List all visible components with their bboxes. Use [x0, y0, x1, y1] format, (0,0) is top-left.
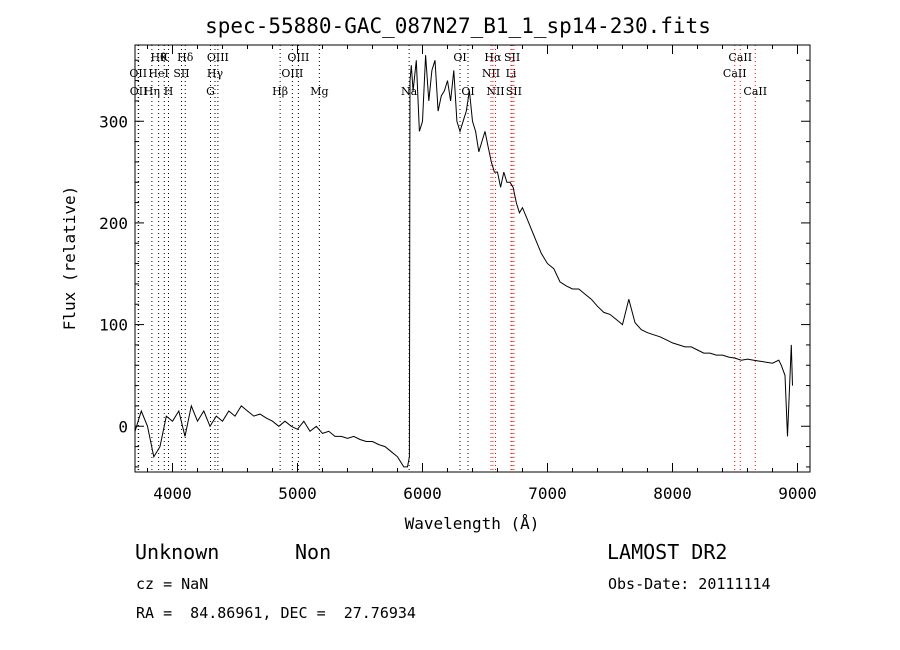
line-label-row1-2: Hδ [177, 51, 194, 64]
axis-ticks: 4000 5000 6000 7000 8000 9000 0 100 200 300 [99, 45, 817, 503]
object-subclass: Non [295, 540, 332, 564]
line-label-row1-7: SII [504, 51, 520, 64]
survey-name: LAMOST DR2 [607, 540, 728, 564]
y-tick-label-300: 300 [99, 112, 128, 131]
x-axis-label: Wavelength (Å) [405, 514, 540, 533]
y-tick-label-0: 0 [118, 417, 128, 436]
line-label-row1-6: Hα [484, 51, 502, 64]
line-label-row3-7: OI [461, 85, 474, 98]
plot-frame [134, 44, 811, 473]
redshift-text: cz = NaN [136, 575, 209, 593]
chart-title: spec-55880-GAC_087N27_B1_1_sp14-230.fits [205, 14, 711, 38]
line-label-row3-5: Mg [310, 85, 328, 98]
line-label-row3-6: Na [401, 85, 418, 98]
x-tick-label-7000: 7000 [528, 484, 567, 503]
x-tick-label-8000: 8000 [653, 484, 692, 503]
line-label-row2-1: HeI [148, 67, 168, 80]
line-label-row3-1: Hη [144, 85, 160, 98]
line-label-row1-4: OIII [287, 51, 309, 64]
line-label-row2-7: CaII [723, 67, 747, 80]
line-label-row2-2: SII [173, 67, 189, 80]
line-label-row2-0: OII [129, 67, 147, 80]
spectrum-line [134, 55, 793, 468]
line-label-row3-0: OII [130, 85, 148, 98]
line-label-row3-10: CaII [743, 85, 767, 98]
y-axis-label: Flux (relative) [60, 186, 79, 331]
obs-date-text: Obs-Date: 20111114 [608, 575, 771, 593]
line-label-row2-4: OIII [281, 67, 303, 80]
line-label-row3-3: G [206, 85, 215, 98]
line-label-row3-8: NII [486, 85, 504, 98]
line-label-row2-3: Hγ [207, 67, 224, 80]
x-tick-label-4000: 4000 [153, 484, 192, 503]
line-label-row1-5: OI [453, 51, 466, 64]
x-tick-label-9000: 9000 [778, 484, 817, 503]
line-label-row2-6: Li [506, 67, 517, 80]
line-label-row3-2: H [164, 85, 174, 98]
line-label-row1-0: Hθ [151, 51, 168, 64]
x-tick-label-5000: 5000 [278, 484, 317, 503]
line-label-row2-5: NII [482, 67, 500, 80]
line-label-row1-1: K [160, 51, 169, 64]
object-class: Unknown [135, 540, 220, 564]
line-label-row1-3: OIII [207, 51, 229, 64]
coordinates-text: RA = 84.86961, DEC = 27.76934 [136, 604, 416, 622]
line-label-row1-8: CaII [728, 51, 752, 64]
x-tick-label-6000: 6000 [403, 484, 442, 503]
line-label-row3-4: Hβ [272, 85, 288, 98]
y-tick-label-200: 200 [99, 214, 128, 233]
line-label-row3-9: SII [506, 85, 522, 98]
spectral-line-markers [137, 45, 756, 472]
y-tick-label-100: 100 [99, 316, 128, 335]
